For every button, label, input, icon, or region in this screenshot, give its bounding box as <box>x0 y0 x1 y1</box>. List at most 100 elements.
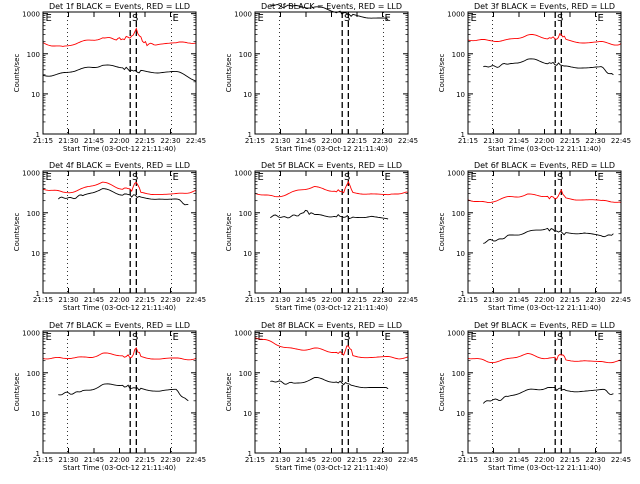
panel-title: Det 3f BLACK = Events, RED = LLD <box>474 2 615 11</box>
x-tick-label: 22:15 <box>347 137 367 145</box>
plot-frame <box>43 12 196 134</box>
x-tick-label: 22:45 <box>186 137 206 145</box>
x-tick-label: 22:45 <box>398 137 418 145</box>
panel-title: Det 8f BLACK = Events, RED = LLD <box>261 321 402 330</box>
y-tick-label: 10 <box>31 91 40 99</box>
marker-label-left-E: E <box>258 172 264 183</box>
marker-label-S: S <box>557 172 563 183</box>
x-axis-label: Start Time (03-Oct-12 21:11:40) <box>488 145 601 153</box>
y-tick-label: 1000 <box>22 170 40 178</box>
y-tick-label: 100 <box>27 210 40 218</box>
x-axis-label: Start Time (03-Oct-12 21:11:40) <box>275 304 388 312</box>
y-tick-label: 1000 <box>234 330 252 338</box>
y-axis-label: Counts/sec <box>225 54 233 93</box>
marker-label-right-E: E <box>598 172 604 183</box>
y-axis-label: Counts/sec <box>13 373 21 412</box>
x-tick-label: 21:30 <box>483 456 503 464</box>
marker-label-S: S <box>132 172 138 183</box>
x-tick-label: 21:15 <box>245 137 265 145</box>
x-tick-label: 22:15 <box>135 456 155 464</box>
plot-frame <box>43 171 196 293</box>
y-tick-label: 100 <box>239 51 252 59</box>
y-tick-label: 100 <box>239 370 252 378</box>
x-tick-label: 22:45 <box>398 456 418 464</box>
x-axis-label: Start Time (03-Oct-12 21:11:40) <box>63 145 176 153</box>
y-tick-label: 10 <box>456 250 465 258</box>
y-tick-label: 10 <box>243 250 252 258</box>
events-series-line <box>58 189 188 205</box>
x-tick-label: 22:30 <box>372 137 392 145</box>
marker-label-S: S <box>344 172 350 183</box>
marker-label-right-E: E <box>598 332 604 343</box>
x-tick-label: 21:15 <box>458 137 478 145</box>
x-tick-label: 22:30 <box>372 456 392 464</box>
y-axis-label: Counts/sec <box>438 373 446 412</box>
lld-series-line <box>43 182 196 195</box>
y-axis-label: Counts/sec <box>225 373 233 412</box>
marker-label-right-E: E <box>598 13 604 24</box>
x-tick-label: 21:45 <box>84 137 104 145</box>
y-tick-label: 10 <box>456 410 465 418</box>
x-tick-label: 22:45 <box>186 456 206 464</box>
x-tick-label: 22:30 <box>160 137 180 145</box>
plot-frame <box>255 171 408 293</box>
x-axis-label: Start Time (03-Oct-12 21:11:40) <box>488 464 601 472</box>
x-axis-label: Start Time (03-Oct-12 21:11:40) <box>275 464 388 472</box>
marker-label-left-E: E <box>258 13 264 24</box>
x-tick-label: 21:15 <box>458 296 478 304</box>
x-tick-label: 21:45 <box>509 137 529 145</box>
marker-label-S: S <box>132 13 138 24</box>
lld-series-line <box>468 190 621 203</box>
x-tick-label: 21:45 <box>84 296 104 304</box>
x-tick-label: 22:30 <box>372 296 392 304</box>
marker-label-left-E: E <box>46 332 52 343</box>
marker-label-S: S <box>557 13 563 24</box>
x-tick-label: 22:00 <box>109 296 129 304</box>
x-tick-label: 22:15 <box>560 456 580 464</box>
x-tick-label: 22:15 <box>347 296 367 304</box>
events-series-line <box>483 59 613 75</box>
events-series-line <box>270 378 388 389</box>
x-tick-label: 22:30 <box>585 456 605 464</box>
lld-series-line <box>255 182 408 197</box>
marker-label-S: S <box>132 332 138 343</box>
x-tick-label: 22:00 <box>534 296 554 304</box>
x-tick-label: 21:30 <box>270 137 290 145</box>
plot-frame <box>468 171 621 293</box>
y-tick-label: 100 <box>27 51 40 59</box>
y-tick-label: 100 <box>27 370 40 378</box>
marker-label-S: S <box>344 332 350 343</box>
marker-label-right-E: E <box>173 172 179 183</box>
x-tick-label: 21:30 <box>483 296 503 304</box>
x-tick-label: 22:00 <box>321 456 341 464</box>
y-tick-label: 10 <box>243 91 252 99</box>
marker-label-left-E: E <box>46 13 52 24</box>
x-tick-label: 22:15 <box>135 296 155 304</box>
x-tick-label: 22:45 <box>398 296 418 304</box>
marker-label-right-E: E <box>385 332 391 343</box>
x-tick-label: 22:00 <box>321 137 341 145</box>
x-tick-label: 22:15 <box>347 456 367 464</box>
y-axis-label: Counts/sec <box>438 54 446 93</box>
panel-title: Det 4f BLACK = Events, RED = LLD <box>49 161 190 170</box>
y-tick-label: 1000 <box>234 11 252 19</box>
x-tick-label: 21:45 <box>296 296 316 304</box>
x-tick-label: 21:15 <box>245 456 265 464</box>
x-tick-label: 22:00 <box>534 137 554 145</box>
x-tick-label: 22:00 <box>321 296 341 304</box>
y-tick-label: 1000 <box>447 330 465 338</box>
y-tick-label: 1000 <box>22 330 40 338</box>
panel-title: Det 7f BLACK = Events, RED = LLD <box>49 321 190 330</box>
x-tick-label: 22:00 <box>109 137 129 145</box>
plot-frame <box>468 12 621 134</box>
x-tick-label: 22:15 <box>560 296 580 304</box>
x-tick-label: 22:30 <box>160 456 180 464</box>
